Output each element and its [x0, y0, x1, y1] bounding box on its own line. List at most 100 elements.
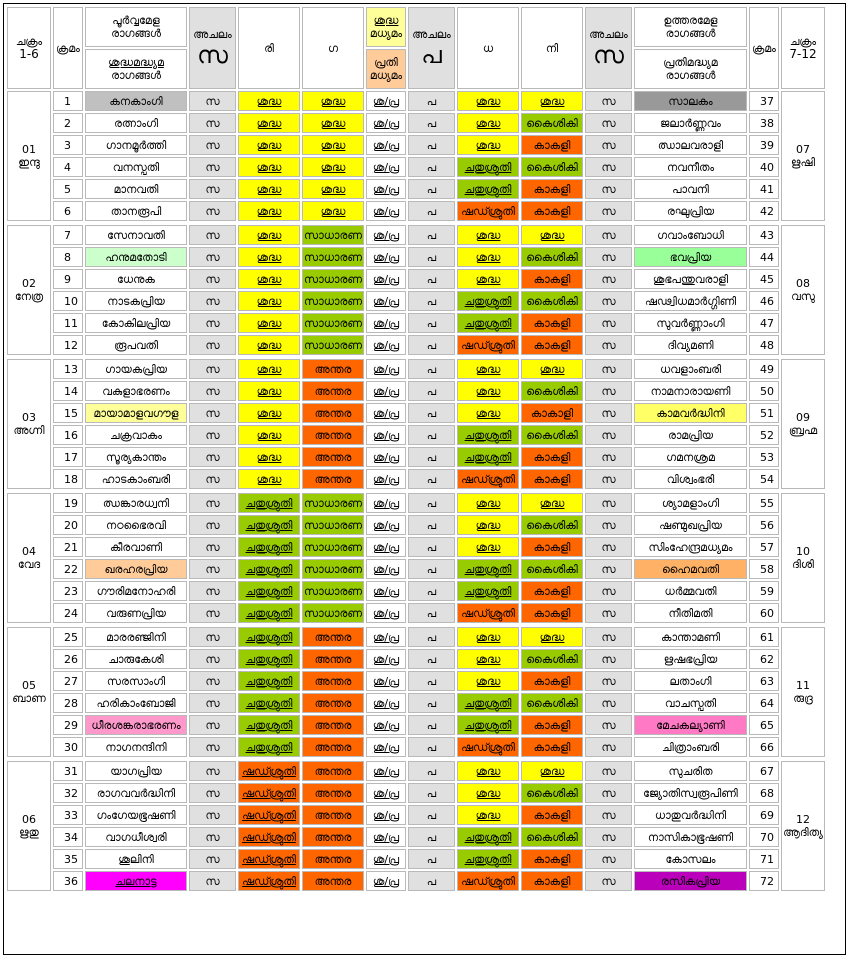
- uttara-raga-name: രാമപ്രിയ: [634, 425, 747, 445]
- purva-raga-name: ഗായകപ്രിയ: [85, 359, 187, 379]
- raga-number: 13: [53, 359, 83, 379]
- raga-row: 4 വനസ്പതി സ ശുദ്ധ ശുദ്ധ ശു/പ്ര പ ചതുശ്രുതി കൈശിക…: [7, 157, 825, 177]
- header-sa-upper: സ: [593, 40, 624, 69]
- sa-cell: സ: [189, 849, 236, 869]
- raga-row: 06 ഋതു 31 യാഗപ്രിയ സ ഷഡ്ശ്രുതി അന്തര ശു/പ്ര പ ശുദ…: [7, 761, 825, 891]
- raga-row: 15 മായാമാളവഗൗള സ ശുദ്ധ അന്തര ശു/പ്ര പ ശുദ്ധ കാകാ…: [7, 403, 825, 423]
- sa-upper-cell: സ: [585, 403, 632, 423]
- sa-cell: സ: [189, 493, 236, 513]
- raga-number-right: 54: [749, 469, 779, 489]
- raga-number: 36: [53, 871, 83, 891]
- ga-cell: അന്തര: [302, 871, 364, 891]
- uttara-raga-name: നവനീതം: [634, 157, 747, 177]
- sa-upper-cell: സ: [585, 493, 632, 513]
- uttara-raga-name: ഹൈമവതി: [634, 559, 747, 579]
- raga-number: 25: [53, 627, 83, 647]
- ma-cell: ശു/പ്ര: [366, 179, 406, 199]
- header-sa: സ: [197, 40, 228, 69]
- ma-cell: ശു/പ്ര: [366, 715, 406, 735]
- dha-cell: ചതുശ്രുതി: [457, 849, 519, 869]
- raga-number-right: 50: [749, 381, 779, 401]
- raga-number-right: 64: [749, 693, 779, 713]
- raga-number: 29: [53, 715, 83, 735]
- sa-cell: സ: [189, 179, 236, 199]
- sa-cell: സ: [189, 113, 236, 133]
- dha-cell: ശുദ്ധ: [457, 359, 519, 379]
- purva-raga-name: ചാരുകേശി: [85, 649, 187, 669]
- purva-raga-name: മാനവതി: [85, 179, 187, 199]
- sa-cell: സ: [189, 537, 236, 557]
- pa-cell: പ: [408, 603, 455, 623]
- ma-cell: ശു/പ്ര: [366, 493, 406, 513]
- raga-number: 9: [53, 269, 83, 289]
- sa-cell: സ: [189, 671, 236, 691]
- raga-number: 24: [53, 603, 83, 623]
- chakra-name: വേദ: [17, 558, 41, 571]
- dha-cell: ചതുശ്രുതി: [457, 425, 519, 445]
- sa-upper-cell: സ: [585, 113, 632, 133]
- dha-cell: ഷഡ്ശ്രുതി: [457, 737, 519, 757]
- ri-cell: ശുദ്ധ: [238, 291, 300, 311]
- header-right-chakra-range: 7-12: [789, 47, 817, 61]
- dha-cell: ചതുശ്രുതി: [457, 827, 519, 847]
- chakra-number: 07: [796, 143, 810, 156]
- ma-cell: ശു/പ്ര: [366, 247, 406, 267]
- header-prati-madhyamam: പ്രതി മധ്യമം: [366, 49, 406, 89]
- raga-number: 15: [53, 403, 83, 423]
- ga-cell: അന്തര: [302, 649, 364, 669]
- chakra-number: 04: [22, 545, 36, 558]
- uttara-raga-name: ദിവ്യമണി: [634, 335, 747, 355]
- purva-raga-name: ഗാനമൂർത്തി: [85, 135, 187, 155]
- ni-cell: ശുദ്ധ: [521, 91, 583, 111]
- pa-cell: പ: [408, 693, 455, 713]
- header-uttara-l2: രാഗങ്ങൾ: [665, 27, 716, 40]
- dha-cell: ഷഡ്ശ്രുതി: [457, 469, 519, 489]
- header-right-chakra-label: ചക്രം: [789, 35, 817, 48]
- ni-cell: ശുദ്ധ: [521, 761, 583, 781]
- sa-cell: സ: [189, 761, 236, 781]
- purva-raga-name: കീരവാണി: [85, 537, 187, 557]
- raga-number-right: 65: [749, 715, 779, 735]
- ni-cell: കൈശികി: [521, 247, 583, 267]
- purva-raga-name: കനകാംഗി: [85, 91, 187, 111]
- raga-number-right: 68: [749, 783, 779, 803]
- ga-cell: അന്തര: [302, 715, 364, 735]
- ma-cell: ശു/പ്ര: [366, 649, 406, 669]
- raga-number-right: 53: [749, 447, 779, 467]
- ni-cell: കാകളി: [521, 805, 583, 825]
- chakra-number: 11: [796, 679, 810, 692]
- sa-cell: സ: [189, 783, 236, 803]
- header-uttara-l1: ഉത്തരമേള: [663, 14, 718, 27]
- dha-cell: ശുദ്ധ: [457, 783, 519, 803]
- purva-raga-name: രത്നാംഗി: [85, 113, 187, 133]
- dha-cell: ചതുശ്രുതി: [457, 179, 519, 199]
- chakra-number: 05: [22, 679, 36, 692]
- sa-upper-cell: സ: [585, 649, 632, 669]
- raga-number: 1: [53, 91, 83, 111]
- ni-cell: കാകളി: [521, 201, 583, 221]
- pa-cell: പ: [408, 447, 455, 467]
- pa-cell: പ: [408, 649, 455, 669]
- purva-raga-name: താനരൂപി: [85, 201, 187, 221]
- raga-number: 7: [53, 225, 83, 245]
- ma-cell: ശു/പ്ര: [366, 469, 406, 489]
- chakra-number: 02: [22, 277, 36, 290]
- sa-upper-cell: സ: [585, 761, 632, 781]
- sa-cell: സ: [189, 313, 236, 333]
- dha-cell: ശുദ്ധ: [457, 649, 519, 669]
- chakra-name: നേത്ര: [14, 290, 44, 303]
- uttara-raga-name: നീതിമതി: [634, 603, 747, 623]
- sa-cell: സ: [189, 447, 236, 467]
- ri-cell: ചതുശ്രുതി: [238, 671, 300, 691]
- raga-number-right: 72: [749, 871, 779, 891]
- sa-upper-cell: സ: [585, 827, 632, 847]
- pa-cell: പ: [408, 805, 455, 825]
- chakra-number: 12: [796, 813, 810, 826]
- ma-cell: ശു/പ്ര: [366, 403, 406, 423]
- ri-cell: ശുദ്ധ: [238, 313, 300, 333]
- purva-raga-name: ഹനുമതോടി: [85, 247, 187, 267]
- ga-cell: സാധാരണ: [302, 247, 364, 267]
- ma-cell: ശു/പ്ര: [366, 671, 406, 691]
- uttara-raga-name: ഷഢ്വിധമാർഗ്ഗിണി: [634, 291, 747, 311]
- ri-cell: ചതുശ്രുതി: [238, 627, 300, 647]
